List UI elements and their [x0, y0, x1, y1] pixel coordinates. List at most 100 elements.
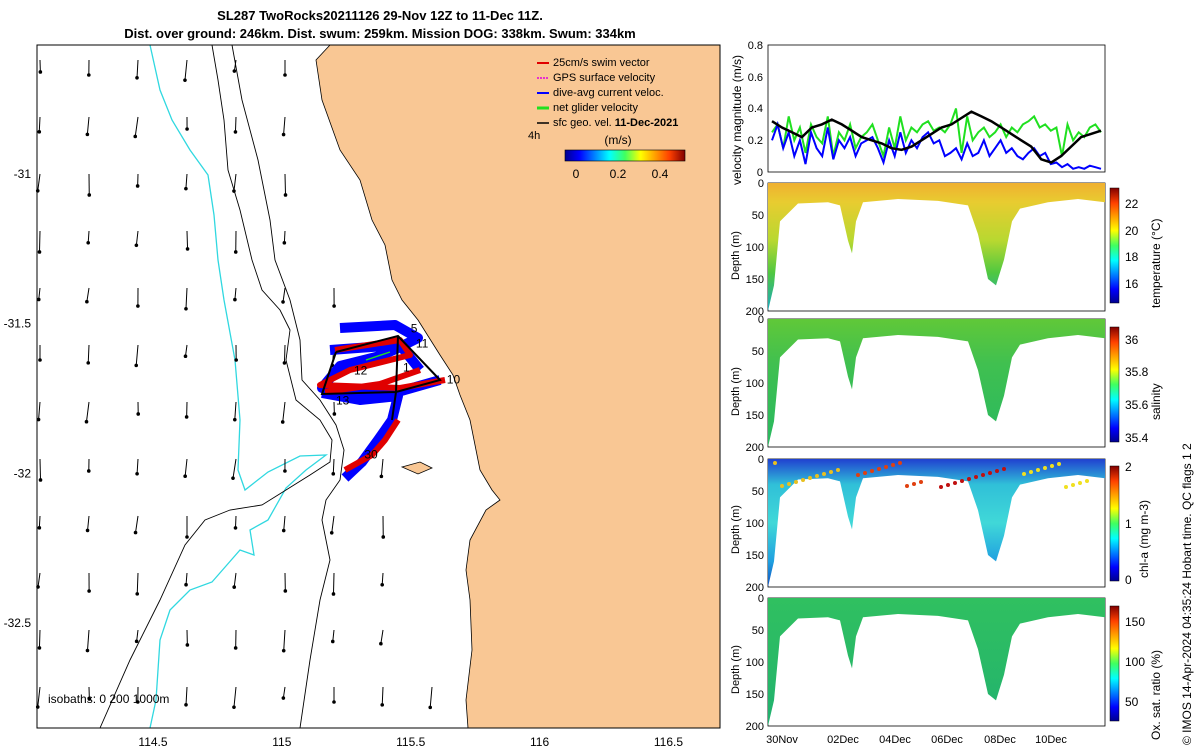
chlorophyll-sample — [787, 482, 791, 486]
geo-velocity-arrowhead — [282, 361, 287, 365]
isobath-shallow — [149, 45, 329, 728]
geo-velocity-arrowhead — [184, 415, 189, 419]
map-x-ticks: 114.5 115 115.5 116 116.5 — [138, 735, 683, 749]
isobath-1000m — [231, 45, 345, 728]
y-tick-label: 100 — [746, 378, 764, 390]
temperature-colorbar-label: temperature (°C) — [1149, 219, 1163, 309]
geo-velocity-arrow — [37, 572, 41, 587]
y-tick-label: 0 — [758, 593, 764, 605]
geo-velocity-arrowhead — [330, 639, 335, 644]
colorbar-tick: 36 — [1125, 333, 1139, 347]
depth-ticks: 0 50 100 150 200 — [746, 454, 764, 594]
y-tick-label: 100 — [746, 657, 764, 669]
geo-velocity-arrowhead — [233, 526, 238, 530]
colorbar-tick: 35.8 — [1125, 365, 1149, 379]
depth-label: Depth (m) — [730, 231, 742, 280]
geo-velocity-arrow — [380, 458, 384, 477]
geo-velocity-arrowhead — [37, 646, 42, 650]
figure-title-line1: SL287 TwoRocks20211126 29-Nov 12Z to 11-… — [217, 8, 543, 23]
chlorophyll-sample — [829, 470, 833, 474]
geo-velocity-arrowhead — [185, 247, 190, 251]
chlorophyll-sample — [794, 480, 798, 484]
geo-velocity-arrow — [185, 686, 188, 705]
geo-velocity-arrow — [234, 401, 237, 420]
geo-velocity-arrowhead — [38, 478, 43, 482]
salinity-field — [768, 319, 1105, 447]
geo-velocity-arrow — [87, 344, 90, 363]
map-y-ticks: -31 -31.5 -32 -32.5 — [4, 167, 32, 630]
chlorophyll-sample — [870, 469, 874, 473]
geo-velocity-arrowhead — [35, 705, 40, 709]
chlorophyll-sample — [822, 472, 826, 476]
geo-velocity-arrow — [87, 230, 90, 243]
geo-velocity-arrowhead — [184, 306, 188, 311]
chlorophyll-sample — [960, 479, 964, 483]
geo-velocity-arrowhead — [379, 474, 384, 479]
y-tick-label: 0 — [758, 454, 764, 466]
geo-velocity-arrow — [331, 515, 335, 533]
y-tick-label: 100 — [746, 242, 764, 254]
y-tick-label: 50 — [752, 346, 764, 358]
waypoint-label: 11 — [416, 337, 429, 351]
chlorophyll-panel: 2 1 0 chl-a (mg m-3) Depth (m) 0 50 100 … — [730, 454, 1151, 594]
time-tick-label: 10Dec — [1035, 734, 1067, 746]
geo-velocity-arrow — [38, 629, 41, 648]
salinity-colorbar-label: salinity — [1149, 383, 1163, 420]
geo-velocity-arrowhead — [185, 643, 190, 647]
chlorophyll-sample — [1057, 462, 1061, 466]
y-tick-label: -31.5 — [4, 317, 32, 331]
geo-velocity-arrowhead — [135, 592, 140, 596]
geo-velocity-arrowhead — [283, 73, 287, 77]
velocity-axes — [767, 44, 1106, 173]
geo-velocity-arrow — [233, 686, 237, 708]
geo-velocity-arrow — [186, 230, 189, 249]
geo-velocity-arrow — [135, 344, 139, 366]
chlorophyll-sample — [877, 467, 881, 471]
y-tick-label: 200 — [746, 442, 764, 454]
geo-velocity-arrow — [134, 116, 139, 137]
geo-velocity-arrow — [135, 230, 139, 246]
colorbar-tick: 16 — [1125, 277, 1139, 291]
waypoint-label: 30 — [364, 447, 378, 461]
chlorophyll-sample — [1022, 472, 1026, 476]
geo-velocity-arrowhead — [85, 528, 90, 533]
map-legend: 25cm/s swim vector GPS surface velocity … — [528, 57, 686, 181]
geo-velocity-arrow — [233, 59, 237, 72]
geo-velocity-arrow — [85, 401, 90, 422]
geo-velocity-arrow — [184, 59, 188, 81]
legend-label-net: net glider velocity — [553, 102, 638, 114]
geo-velocity-arrowhead — [36, 585, 40, 589]
geo-velocity-arrowhead — [233, 297, 237, 302]
section-panels: 22 20 18 16 temperature (°C) Depth (m) 0… — [730, 178, 1163, 746]
chlorophyll-sample — [953, 481, 957, 485]
velocity-series — [771, 108, 1102, 170]
chlorophyll-colorbar-label: chl-a (mg m-3) — [1137, 500, 1151, 578]
chlorophyll-sample — [898, 461, 902, 465]
age-label: 4h — [528, 130, 540, 142]
legend-label-gps: GPS surface velocity — [553, 72, 656, 84]
velocity-series-line — [771, 120, 1102, 170]
chlorophyll-sample — [884, 465, 888, 469]
geo-velocity-arrow — [185, 173, 188, 189]
geo-velocity-arrowhead — [282, 241, 287, 245]
geo-velocity-arrowhead — [281, 696, 286, 700]
x-tick-label: 116 — [530, 735, 549, 749]
geo-velocity-arrow — [282, 686, 286, 699]
geo-velocity-arrowhead — [331, 472, 336, 476]
x-tick-label: 116.5 — [654, 735, 683, 749]
colorbar-tick: 35.4 — [1125, 431, 1149, 445]
geo-velocity-arrowhead — [135, 471, 139, 476]
time-tick-label: 06Dec — [931, 734, 963, 746]
geo-velocity-arrow — [380, 629, 384, 644]
speed-colorbar — [564, 149, 686, 162]
waypoint-label: 10 — [447, 373, 461, 387]
colorbar-tick: 50 — [1125, 695, 1139, 709]
geo-velocity-arrow — [86, 287, 90, 302]
geo-velocity-arrow — [283, 344, 286, 363]
geo-velocity-arrow — [38, 230, 41, 252]
geo-velocity-arrow — [283, 230, 286, 243]
oxygen-colorbar — [1109, 605, 1120, 722]
colorbar-tick: 35.6 — [1125, 398, 1149, 412]
geo-velocity-arrowhead — [86, 361, 91, 365]
